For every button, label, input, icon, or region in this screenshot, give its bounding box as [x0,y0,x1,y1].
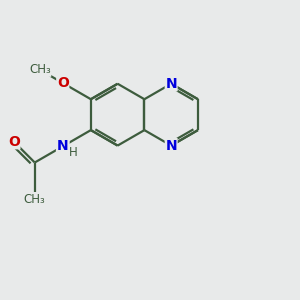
Text: N: N [165,77,177,91]
Text: N: N [57,139,69,153]
Text: O: O [57,76,69,90]
Text: N: N [165,139,177,153]
Text: CH₃: CH₃ [29,63,51,76]
Text: CH₃: CH₃ [24,194,46,206]
Text: O: O [8,135,20,149]
Text: H: H [69,146,77,159]
